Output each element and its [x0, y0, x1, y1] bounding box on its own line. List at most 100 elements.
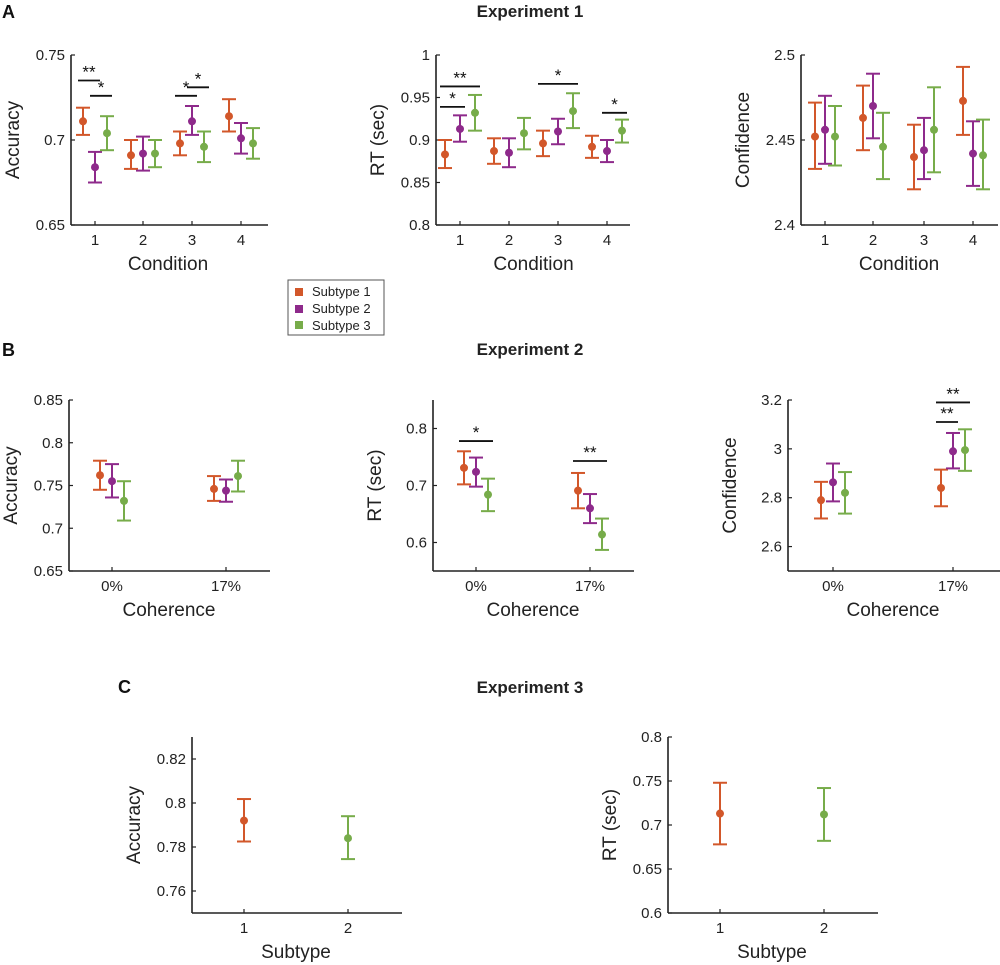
data-point: [91, 163, 99, 172]
y-tick-label: 0.7: [42, 520, 63, 537]
data-point: [108, 477, 116, 486]
significance-label: *: [473, 423, 480, 442]
x-axis-label: Condition: [128, 254, 208, 275]
y-tick-label: 0.8: [42, 435, 63, 452]
y-tick-label: 3: [774, 441, 782, 458]
legend-swatch-subtype-1: [295, 288, 303, 296]
legend-box: [287, 279, 385, 336]
data-point: [490, 147, 498, 156]
significance-label: *: [183, 78, 190, 97]
section-title-experiment-3: Experiment 3: [477, 678, 584, 697]
data-point: [598, 530, 606, 539]
panel-letter-a: A: [2, 2, 15, 22]
panel-letter-c: C: [118, 677, 131, 697]
data-point: [817, 496, 825, 505]
y-tick-label: 0.95: [401, 90, 430, 107]
panel-exp2-accuracy: 0.65 0.7 0.75 0.8 0.85 0% 17% Coherence Accuracy: [1, 392, 270, 621]
y-axis-label: RT (sec): [368, 104, 389, 176]
data-point: [869, 102, 877, 110]
x-tick-label: 4: [969, 232, 977, 249]
panel-letter-b: B: [2, 340, 15, 360]
x-tick-label: 2: [139, 232, 147, 249]
data-point: [859, 113, 867, 122]
data-point: [961, 446, 969, 455]
y-tick-label: 0.6: [641, 905, 662, 922]
data-point: [237, 134, 245, 143]
y-tick-label: 0.6: [406, 535, 427, 552]
y-tick-label: 0.8: [641, 729, 662, 746]
y-axis-label: Accuracy: [124, 785, 145, 864]
x-axis-label: Coherence: [487, 600, 580, 621]
x-tick-label: 17%: [575, 578, 605, 595]
y-tick-label: 0.78: [157, 839, 186, 856]
significance-label: **: [82, 63, 96, 82]
significance-label: *: [195, 69, 202, 88]
significance-label: *: [611, 95, 618, 114]
x-tick-label: 1: [456, 232, 464, 249]
data-point: [820, 810, 828, 819]
legend-label-subtype-1: Subtype 1: [312, 284, 371, 299]
data-point: [716, 809, 724, 818]
data-point: [344, 834, 352, 843]
y-tick-label: 1: [422, 47, 430, 64]
y-tick-label: 0.65: [36, 217, 65, 234]
x-tick-label: 4: [237, 232, 245, 249]
x-axis-label: Coherence: [847, 600, 940, 621]
data-point: [456, 124, 464, 133]
legend-label-subtype-2: Subtype 2: [312, 301, 371, 316]
data-point: [103, 129, 111, 138]
data-point: [249, 139, 257, 148]
data-point: [930, 125, 938, 134]
data-point: [240, 816, 248, 825]
data-point: [910, 153, 918, 161]
y-tick-label: 0.9: [409, 132, 430, 149]
data-point: [959, 96, 967, 105]
significance-label: **: [453, 68, 467, 87]
data-point: [200, 142, 208, 151]
data-point: [441, 150, 449, 159]
data-point: [210, 484, 218, 493]
significance-label: **: [946, 384, 960, 403]
x-tick-label: 1: [821, 232, 829, 249]
y-tick-label: 0.82: [157, 751, 186, 768]
legend-swatch-subtype-2: [295, 305, 303, 313]
data-point: [821, 125, 829, 134]
y-tick-label: 0.7: [44, 132, 65, 149]
y-axis-label: RT (sec): [600, 789, 621, 861]
data-point: [139, 149, 147, 158]
data-point: [539, 139, 547, 148]
data-point: [505, 148, 513, 157]
y-tick-label: 0.65: [34, 563, 63, 580]
y-axis-label: RT (sec): [365, 449, 386, 521]
y-tick-label: 2.45: [766, 132, 795, 149]
y-tick-label: 0.65: [633, 861, 662, 878]
x-tick-label: 1: [91, 232, 99, 249]
x-tick-label: 3: [188, 232, 196, 249]
x-tick-label: 2: [820, 920, 828, 937]
data-point: [979, 151, 987, 160]
data-point: [151, 149, 159, 158]
data-point: [618, 126, 626, 135]
y-tick-label: 0.76: [157, 883, 186, 900]
data-point: [471, 108, 479, 117]
x-axis-label: Subtype: [737, 942, 807, 963]
data-point: [588, 142, 596, 151]
y-tick-label: 2.5: [774, 47, 795, 64]
y-tick-label: 0.8: [409, 217, 430, 234]
x-tick-label: 2: [344, 920, 352, 937]
y-tick-label: 0.8: [406, 421, 427, 438]
x-tick-label: 2: [505, 232, 513, 249]
data-point: [176, 139, 184, 148]
data-point: [127, 151, 135, 160]
data-point: [234, 472, 242, 481]
data-point: [829, 478, 837, 487]
significance-label: *: [555, 66, 562, 85]
panel-exp3-rt: 0.6 0.65 0.7 0.75 0.8 1 2 Subtype RT (sec): [600, 729, 878, 963]
y-axis-label: Accuracy: [3, 100, 24, 179]
y-tick-label: 0.7: [641, 817, 662, 834]
y-tick-label: 0.85: [401, 175, 430, 192]
y-axis-label: Accuracy: [1, 446, 22, 525]
data-point: [554, 127, 562, 136]
